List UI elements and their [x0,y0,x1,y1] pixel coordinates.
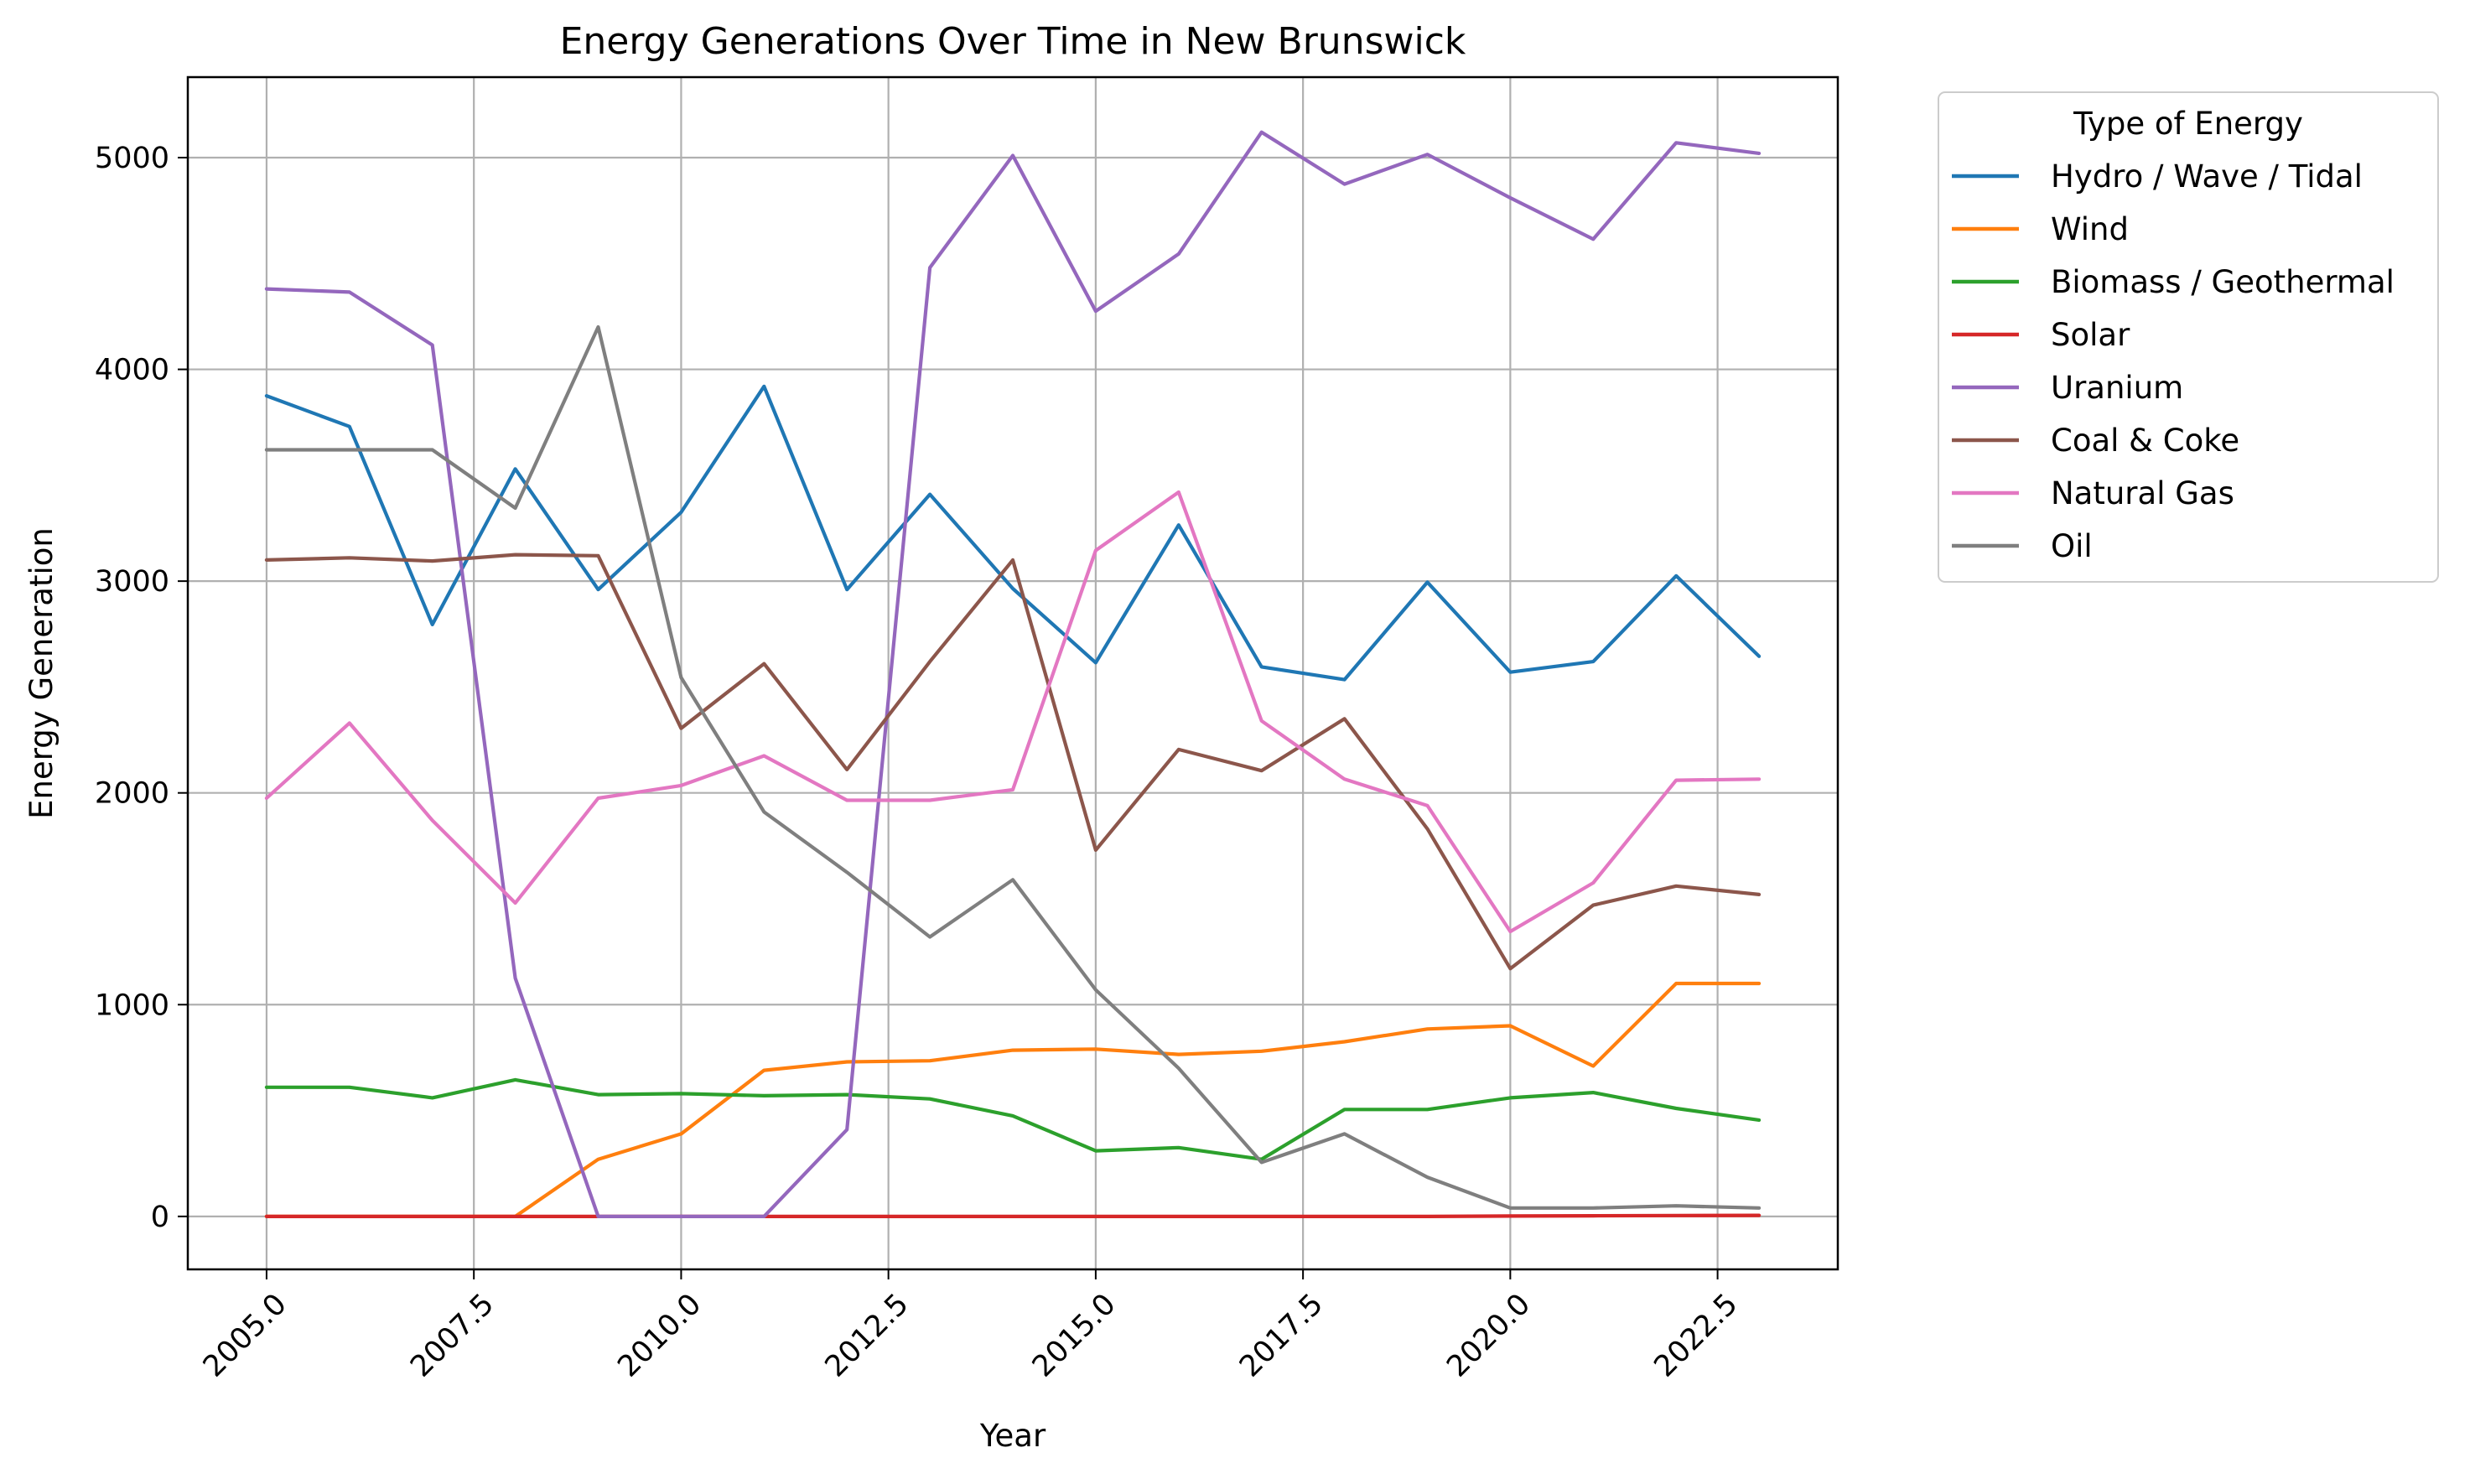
legend-label: Solar [2051,317,2130,353]
legend: Type of Energy Hydro / Wave / Tidal Wind B… [1938,91,2439,583]
series-lines [264,130,1762,1219]
series-line [264,1213,1762,1219]
y-tick-label: 4000 [95,354,169,387]
legend-items: Hydro / Wave / Tidal Wind Biomass / Geothe… [1952,158,2395,564]
chart-title: Energy Generations Over Time in New Brun… [560,20,1466,63]
legend-label: Wind [2051,211,2129,247]
y-tick-label: 1000 [95,988,169,1022]
series-line [264,384,1762,682]
y-tick-label: 5000 [95,142,169,175]
series-line [264,1077,1762,1161]
legend-title: Type of Energy [2073,106,2303,142]
y-tick-label: 0 [151,1201,169,1234]
series-line [264,553,1762,971]
y-tick-label: 3000 [95,565,169,599]
legend-box [1938,91,2439,583]
legend-label: Natural Gas [2051,475,2234,511]
y-tick-label: 2000 [95,777,169,811]
legend-label: Uranium [2051,370,2183,406]
legend-label: Oil [2051,528,2093,564]
x-axis-label: Year [979,1418,1046,1454]
legend-label: Hydro / Wave / Tidal [2051,158,2363,195]
plot-area-frame [186,75,1839,1271]
y-axis-label: Energy Generation [23,527,60,819]
series-line [264,130,1762,1219]
legend-label: Coal & Coke [2051,423,2239,459]
series-line [264,324,1762,1210]
series-line [264,490,1762,934]
legend-label: Biomass / Geothermal [2051,264,2395,300]
